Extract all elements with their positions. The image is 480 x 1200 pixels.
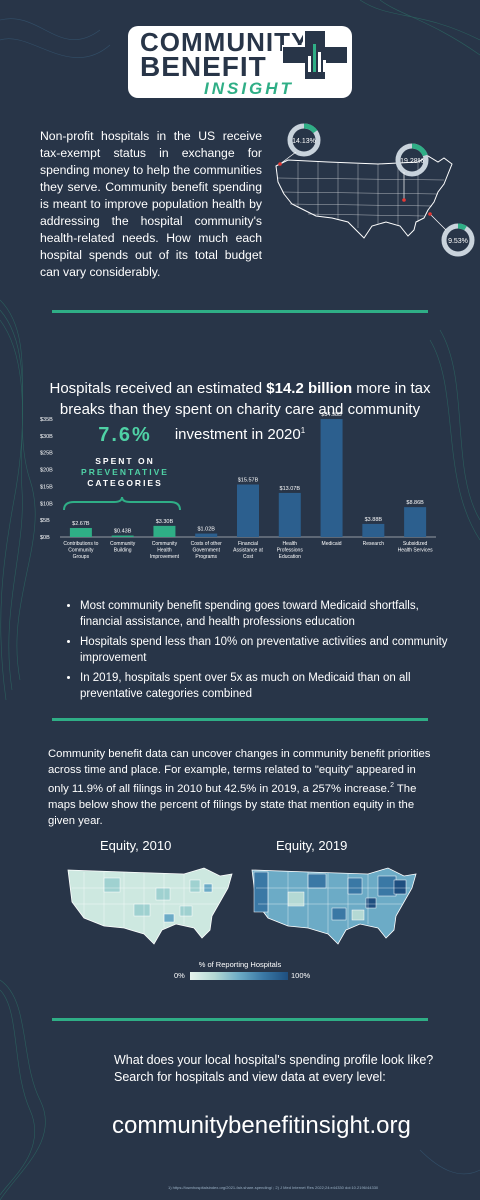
bar-value-label: $15.57B bbox=[238, 478, 259, 484]
spending-bar-chart: $0B $5B $10B $15B $20B $25B $30B $35B $2.67B Cont… bbox=[40, 412, 436, 560]
bar-value-label: $8.86B bbox=[406, 500, 424, 506]
equity-map-2019 bbox=[251, 867, 417, 945]
y-tick-label: $25B bbox=[40, 451, 53, 457]
y-tick-label: $10B bbox=[40, 501, 53, 507]
footnote-mark-2: 2 bbox=[390, 782, 394, 789]
callout-line2: PREVENTATIVE bbox=[81, 467, 169, 477]
category-label: Research bbox=[363, 541, 385, 547]
legend-min: 0% bbox=[174, 971, 185, 980]
bar bbox=[237, 484, 259, 537]
legend-gradient bbox=[190, 972, 288, 980]
category-label: Financial Assistance at Cost bbox=[233, 541, 263, 560]
category-label: Contributions to Community Groups bbox=[63, 541, 98, 560]
bar bbox=[195, 533, 218, 537]
bar bbox=[278, 492, 301, 537]
bar bbox=[69, 527, 92, 537]
headline-prefix: Hospitals received an estimated bbox=[49, 380, 267, 397]
category-label: Health Professions Education bbox=[277, 541, 304, 560]
category-label: Community Health Improvement bbox=[150, 541, 180, 560]
bar-value-label: $0.43B bbox=[114, 529, 132, 535]
key-findings-list: Most community benefit spending goes tow… bbox=[64, 598, 460, 706]
section-divider bbox=[52, 310, 428, 313]
bar bbox=[362, 523, 385, 537]
bar-value-label: $1.02B bbox=[198, 527, 216, 533]
y-tick-label: $35B bbox=[40, 417, 53, 423]
category-label: Community Building bbox=[110, 541, 136, 554]
headline: Hospitals received an estimated $14.2 bi… bbox=[30, 378, 450, 445]
y-tick-label: $30B bbox=[40, 434, 53, 440]
logo-text-community: COMMUNITY bbox=[140, 27, 310, 57]
category-label: Subsidized Health Services bbox=[398, 541, 434, 554]
map-title-2019: Equity, 2019 bbox=[276, 838, 348, 853]
legend-title: % of Reporting Hospitals bbox=[198, 960, 282, 969]
cta-text: What does your local hospital's spending… bbox=[114, 1053, 434, 1084]
us-map-donuts: 14.13% 19.28% 9.53% bbox=[275, 123, 475, 257]
callout-brace bbox=[63, 496, 181, 511]
section-divider bbox=[52, 1018, 428, 1021]
y-tick-label: $15B bbox=[40, 484, 53, 490]
donut-1: 14.13% bbox=[278, 123, 321, 166]
logo-text-benefit: BENEFIT bbox=[140, 51, 267, 82]
bar bbox=[111, 535, 134, 537]
plus-bars-icon bbox=[282, 30, 348, 80]
callout-line1: SPENT ON bbox=[95, 456, 155, 466]
category-label: Costs of other Government Programs bbox=[191, 541, 222, 560]
bar bbox=[320, 419, 343, 537]
y-tick-label: $5B bbox=[40, 518, 50, 524]
map-title-2010: Equity, 2010 bbox=[100, 838, 172, 853]
bar-value-label: $34.98B bbox=[321, 412, 342, 418]
callout-line3: CATEGORIES bbox=[87, 478, 163, 488]
list-item: In 2019, hospitals spent over 5x as much… bbox=[80, 670, 460, 702]
list-item: Most community benefit spending goes tow… bbox=[80, 598, 460, 630]
footnotes: 1) https://lownhospitalsindex.org/2021-f… bbox=[168, 1185, 379, 1190]
headline-suffix: more in tax breaks than they spent on ch… bbox=[59, 380, 431, 443]
bar-value-label: $2.67B bbox=[72, 521, 90, 527]
equity-map-2010 bbox=[67, 867, 233, 945]
y-tick-label: $20B bbox=[40, 468, 53, 474]
footnote-mark-1: 1 bbox=[300, 426, 306, 435]
y-tick-label: $0B bbox=[40, 535, 50, 541]
bar bbox=[153, 525, 176, 537]
bar-value-label: $13.07B bbox=[280, 486, 301, 492]
logo-text-insight: INSIGHT bbox=[204, 79, 294, 98]
donut-3-label: 9.53% bbox=[448, 238, 468, 245]
equity-text-main: Community benefit data can uncover chang… bbox=[48, 748, 431, 795]
legend-max: 100% bbox=[291, 971, 311, 980]
donut-1-label: 14.13% bbox=[292, 138, 316, 145]
section-divider bbox=[52, 718, 428, 721]
headline-amount: $14.2 billion bbox=[266, 380, 353, 397]
donut-2: 19.28% bbox=[395, 143, 429, 202]
bar-value-label: $3.88B bbox=[365, 517, 383, 523]
intro-paragraph: Non-profit hospitals in the US receive t… bbox=[40, 129, 262, 279]
callout-percent: 7.6% bbox=[98, 424, 152, 446]
list-item: Hospitals spend less than 10% on prevent… bbox=[80, 634, 460, 666]
donut-3: 9.53% bbox=[428, 212, 475, 257]
equity-paragraph: Community benefit data can uncover chang… bbox=[48, 746, 438, 829]
bar bbox=[404, 507, 427, 537]
website-link[interactable]: communitybenefitinsight.org bbox=[112, 1112, 411, 1139]
bar-value-label: $3.30B bbox=[156, 519, 174, 525]
donut-2-label: 19.28% bbox=[400, 158, 424, 165]
category-label: Medicaid bbox=[322, 541, 342, 547]
equity-text-tail: The maps below show the percent of filin… bbox=[48, 782, 417, 827]
